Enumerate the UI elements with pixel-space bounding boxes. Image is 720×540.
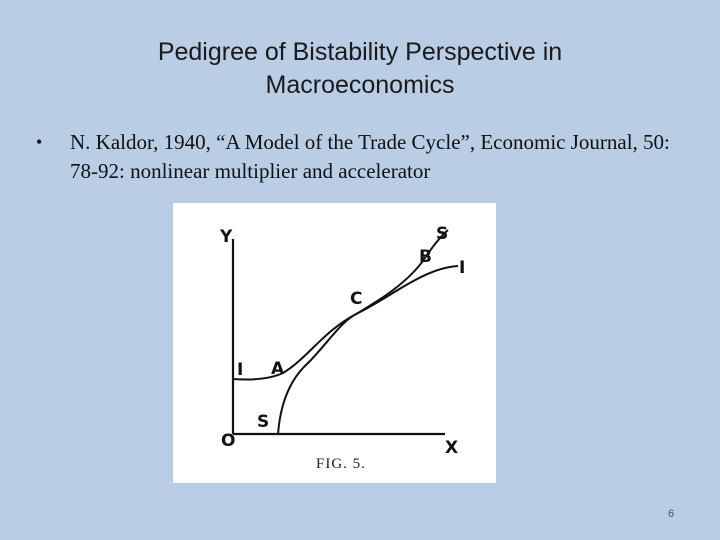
slide-title: Pedigree of Bistability Perspective in M… [157,38,563,99]
bullet-marker: • [36,132,43,152]
kaldor-diagram: Y X O I I S S A B C FIG. 5. [219,224,465,472]
page-number: 6 [668,508,675,520]
investment-curve [232,265,459,381]
origin-label: O [221,431,235,451]
curve-s-end-label: S [436,224,448,244]
point-a-label: A [271,359,285,379]
figure-caption: FIG. 5. [316,456,366,472]
curve-i-start-label: I [237,360,243,380]
curve-s-start-label: S [257,412,269,432]
x-axis-label: X [445,438,458,458]
curve-i-end-label: I [459,258,465,278]
point-c-label: C [350,289,362,309]
y-axis-label: Y [219,227,233,247]
kaldor-figure: Y X O I I S S A B C FIG. 5. [173,203,496,483]
bullet-text: N. Kaldor, 1940, “A Model of the Trade C… [70,130,670,183]
saving-curve [277,229,449,435]
bullet-item: • N. Kaldor, 1940, “A Model of the Trade… [36,128,676,186]
point-b-label: B [419,247,432,267]
